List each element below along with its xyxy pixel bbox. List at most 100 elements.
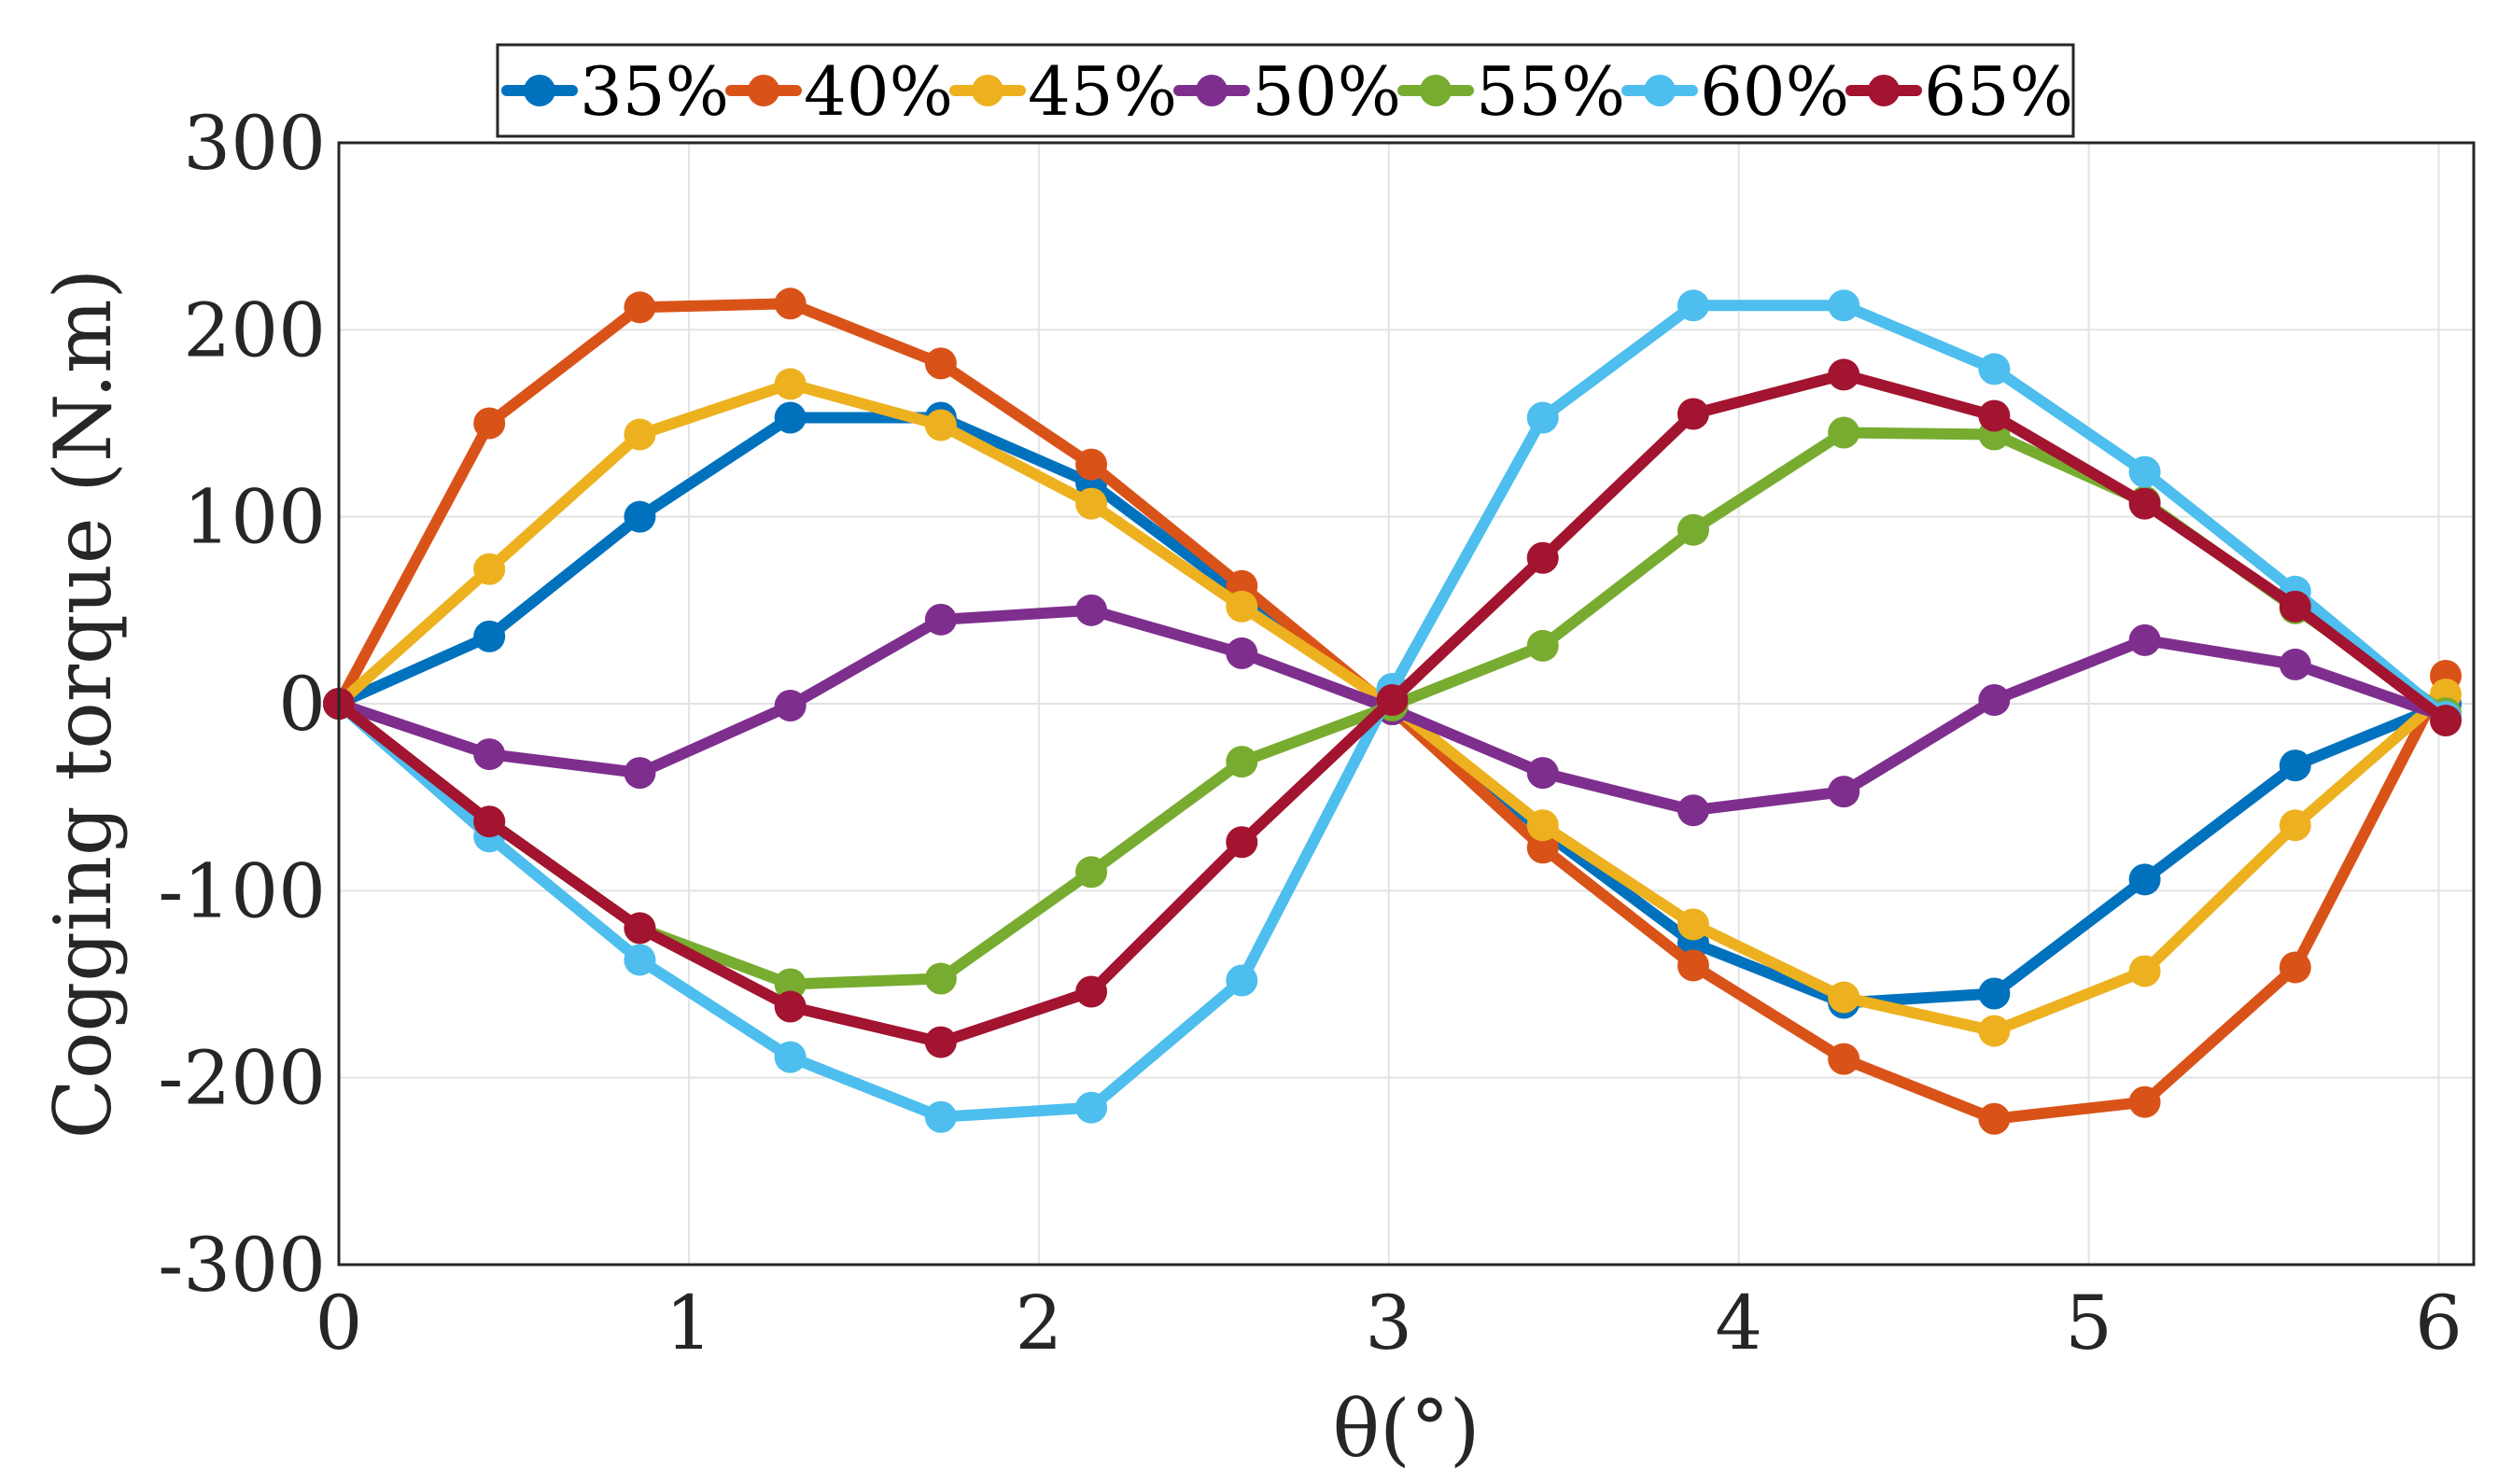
data-point bbox=[2128, 863, 2161, 896]
legend-item: 55% bbox=[1397, 52, 1625, 131]
data-point bbox=[2279, 590, 2311, 623]
legend-label: 55% bbox=[1476, 52, 1625, 131]
data-point bbox=[924, 409, 957, 441]
data-point bbox=[1677, 908, 1709, 941]
data-point bbox=[2128, 955, 2161, 987]
legend-label: 35% bbox=[580, 52, 729, 131]
legend-marker bbox=[1868, 75, 1900, 106]
data-point bbox=[1526, 401, 1559, 434]
data-point bbox=[1677, 289, 1709, 322]
data-point bbox=[924, 962, 957, 995]
data-point bbox=[2279, 809, 2311, 842]
y-tick-label: 200 bbox=[183, 287, 326, 373]
plot-series bbox=[323, 287, 2463, 1135]
data-point bbox=[774, 368, 807, 400]
data-point bbox=[473, 407, 506, 440]
data-point bbox=[1226, 964, 1258, 997]
data-point bbox=[1526, 757, 1559, 790]
data-point bbox=[1075, 856, 1108, 889]
data-point bbox=[774, 690, 807, 722]
data-point bbox=[1978, 1102, 2011, 1135]
y-axis-label: Cogging torque (N.m) bbox=[37, 269, 129, 1140]
data-point bbox=[1075, 1091, 1108, 1124]
x-tick-label: 1 bbox=[665, 1280, 712, 1366]
data-point bbox=[774, 1041, 807, 1073]
data-point bbox=[1226, 746, 1258, 778]
legend-item: 60% bbox=[1621, 52, 1849, 131]
series-65pct bbox=[323, 358, 2463, 1058]
data-point bbox=[1526, 809, 1559, 842]
data-point bbox=[924, 347, 957, 380]
data-point bbox=[624, 500, 656, 533]
data-point bbox=[774, 968, 807, 1001]
data-point bbox=[1526, 629, 1559, 662]
legend-label: 40% bbox=[804, 52, 953, 131]
legend-marker bbox=[1644, 75, 1676, 106]
data-point bbox=[624, 418, 656, 451]
legend-item: 40% bbox=[725, 52, 953, 131]
legend-item: 50% bbox=[1173, 52, 1401, 131]
data-point bbox=[473, 805, 506, 838]
data-point bbox=[924, 1026, 957, 1058]
data-point bbox=[1828, 416, 1860, 449]
data-point bbox=[624, 757, 656, 790]
data-point bbox=[1828, 289, 1860, 322]
data-point bbox=[1075, 975, 1108, 1008]
data-point bbox=[1677, 398, 1709, 430]
data-point bbox=[774, 401, 807, 434]
data-point bbox=[1075, 487, 1108, 520]
y-tick-label: 300 bbox=[183, 100, 326, 187]
data-point bbox=[1828, 981, 1860, 1014]
legend-label: 45% bbox=[1028, 52, 1177, 131]
legend-item: 45% bbox=[949, 52, 1177, 131]
x-tick-label: 0 bbox=[316, 1280, 363, 1366]
data-point bbox=[1526, 541, 1559, 574]
data-point bbox=[1828, 358, 1860, 391]
data-point bbox=[2279, 648, 2311, 680]
legend-marker bbox=[748, 75, 779, 106]
data-point bbox=[1677, 794, 1709, 827]
data-point bbox=[1677, 513, 1709, 546]
legend-marker bbox=[972, 75, 1003, 106]
x-tick-label: 2 bbox=[1015, 1280, 1062, 1366]
data-point bbox=[1978, 399, 2011, 432]
x-tick-label: 4 bbox=[1715, 1280, 1762, 1366]
data-point bbox=[473, 738, 506, 771]
y-tick-label: -200 bbox=[158, 1035, 326, 1122]
data-point bbox=[624, 944, 656, 976]
data-point bbox=[624, 912, 656, 945]
y-tick-label: 100 bbox=[183, 474, 326, 561]
data-point bbox=[774, 990, 807, 1023]
data-point bbox=[1376, 683, 1409, 716]
data-point bbox=[2128, 455, 2161, 488]
y-tick-label: -300 bbox=[158, 1222, 326, 1309]
data-point bbox=[1828, 776, 1860, 808]
data-point bbox=[1978, 977, 2011, 1010]
data-point bbox=[774, 287, 807, 320]
x-tick-label: 5 bbox=[2065, 1280, 2112, 1366]
data-point bbox=[2128, 487, 2161, 520]
data-point bbox=[624, 291, 656, 324]
tick-labels: 0 1 2 3 4 5 6 -300 -200 -100 0 100 200 300 bbox=[158, 100, 2463, 1366]
data-point bbox=[1226, 637, 1258, 669]
data-point bbox=[924, 603, 957, 636]
legend-label: 60% bbox=[1700, 52, 1849, 131]
data-point bbox=[473, 620, 506, 652]
data-point bbox=[1677, 949, 1709, 982]
data-point bbox=[1978, 353, 2011, 385]
data-point bbox=[2279, 749, 2311, 782]
data-point bbox=[2279, 951, 2311, 984]
legend-marker bbox=[524, 75, 555, 106]
data-point bbox=[2430, 705, 2463, 737]
y-tick-label: -100 bbox=[158, 847, 326, 934]
data-point bbox=[2128, 1085, 2161, 1118]
legend-label: 50% bbox=[1252, 52, 1401, 131]
y-tick-label: 0 bbox=[278, 661, 326, 748]
x-axis-label: θ(°) bbox=[1332, 1383, 1480, 1475]
data-point bbox=[473, 553, 506, 585]
data-point bbox=[2128, 623, 2161, 656]
data-point bbox=[924, 1100, 957, 1133]
x-tick-label: 3 bbox=[1365, 1280, 1412, 1366]
data-point bbox=[1828, 1043, 1860, 1075]
